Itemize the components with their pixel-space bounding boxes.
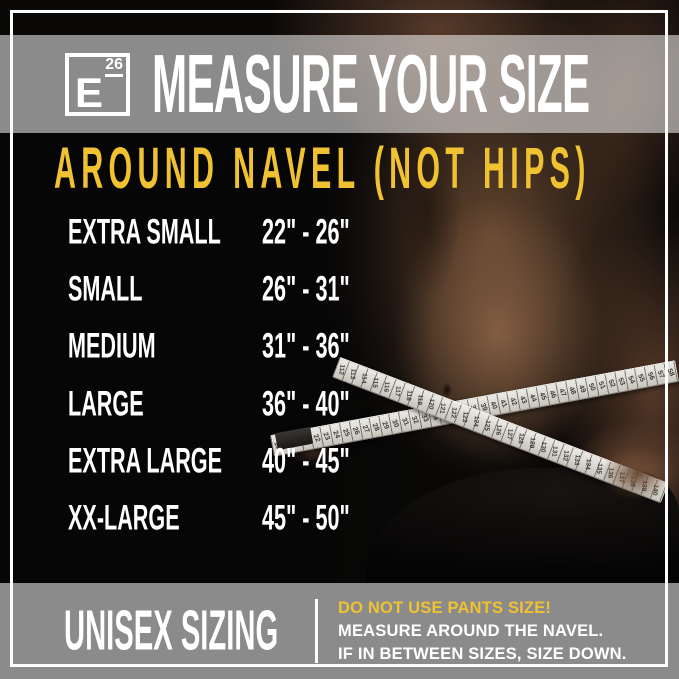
size-range-cell: 45" - 50" bbox=[262, 499, 384, 538]
footer-band: UNISEX SIZING DO NOT USE PANTS SIZE! MEA… bbox=[0, 583, 679, 679]
logo-number: 26 bbox=[105, 56, 123, 77]
size-range-cell: 31" - 36" bbox=[262, 327, 384, 366]
size-range: 26" - 31" bbox=[262, 270, 350, 309]
size-name-cell: LARGE bbox=[68, 384, 262, 424]
right-hand bbox=[596, 442, 679, 504]
size-range: 31" - 36" bbox=[262, 327, 350, 366]
pants-size-warning: DO NOT USE PANTS SIZE! bbox=[338, 598, 552, 617]
size-range: 36" - 40" bbox=[262, 384, 350, 424]
unisex-sizing-label: UNISEX SIZING bbox=[64, 599, 279, 663]
logo-letter: E bbox=[75, 68, 104, 116]
table-row: EXTRA LARGE 40" - 45" bbox=[68, 433, 384, 490]
size-name-cell: MEDIUM bbox=[68, 327, 262, 366]
size-range: 22" - 26" bbox=[262, 212, 350, 252]
size-name: EXTRA LARGE bbox=[68, 442, 223, 481]
brand-logo-e26: E 26 bbox=[65, 52, 130, 116]
size-name-cell: XX-LARGE bbox=[68, 499, 262, 538]
size-name: EXTRA SMALL bbox=[68, 212, 221, 252]
vertical-divider bbox=[315, 599, 318, 663]
page-title: MEASURE YOUR SIZE bbox=[152, 38, 590, 130]
size-name-cell: EXTRA SMALL bbox=[68, 212, 262, 252]
left-dark-shade bbox=[0, 133, 434, 583]
table-row: XX-LARGE 45" - 50" bbox=[68, 490, 384, 547]
size-name: LARGE bbox=[68, 384, 144, 424]
size-range-cell: 22" - 26" bbox=[262, 212, 384, 252]
size-name: MEDIUM bbox=[68, 327, 156, 366]
table-row: EXTRA SMALL 22" - 26" bbox=[68, 204, 384, 261]
table-row: LARGE 36" - 40" bbox=[68, 376, 384, 433]
size-name-cell: SMALL bbox=[68, 270, 262, 309]
size-range: 45" - 50" bbox=[262, 499, 350, 538]
header-band: E 26 MEASURE YOUR SIZE bbox=[0, 35, 679, 133]
table-row: MEDIUM 31" - 36" bbox=[68, 319, 384, 376]
size-range: 40" - 45" bbox=[262, 442, 350, 481]
measurement-instruction-heading: AROUND NAVEL (NOT HIPS) bbox=[54, 137, 591, 201]
table-row: SMALL 26" - 31" bbox=[68, 261, 384, 318]
note-measure-navel: MEASURE AROUND THE NAVEL. bbox=[338, 621, 604, 640]
sizing-notes: DO NOT USE PANTS SIZE! MEASURE AROUND TH… bbox=[338, 597, 627, 666]
size-name-cell: EXTRA LARGE bbox=[68, 442, 262, 481]
size-name: XX-LARGE bbox=[68, 499, 180, 538]
unisex-sizing-wrap: UNISEX SIZING bbox=[64, 603, 302, 660]
size-range-cell: 26" - 31" bbox=[262, 270, 384, 309]
size-range-cell: 40" - 45" bbox=[262, 442, 384, 481]
note-size-down: IF IN BETWEEN SIZES, SIZE DOWN. bbox=[338, 644, 627, 663]
size-name: SMALL bbox=[68, 270, 143, 309]
size-table: EXTRA SMALL 22" - 26" SMALL 26" - 31" ME… bbox=[68, 204, 384, 548]
size-range-cell: 36" - 40" bbox=[262, 384, 384, 424]
page-title-wrap: MEASURE YOUR SIZE bbox=[152, 38, 590, 130]
